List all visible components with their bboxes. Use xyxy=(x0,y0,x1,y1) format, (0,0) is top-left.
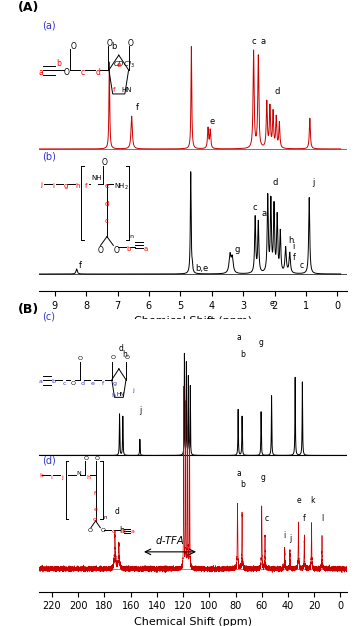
Text: c: c xyxy=(264,514,268,523)
Text: f: f xyxy=(293,254,296,262)
Text: g: g xyxy=(259,339,264,347)
Text: a: a xyxy=(236,332,241,342)
Text: a: a xyxy=(261,38,266,46)
Text: k: k xyxy=(310,496,315,505)
Text: d: d xyxy=(114,508,119,516)
Text: (a): (a) xyxy=(42,21,56,31)
Text: f: f xyxy=(303,514,306,523)
X-axis label: Chemical Shift (ppm): Chemical Shift (ppm) xyxy=(134,316,252,326)
Text: e: e xyxy=(210,117,215,126)
Text: (b): (b) xyxy=(42,151,56,162)
Text: e: e xyxy=(296,496,301,505)
Text: (B): (B) xyxy=(17,303,39,316)
Text: a: a xyxy=(262,209,267,218)
Text: (A): (A) xyxy=(17,1,39,14)
Text: d: d xyxy=(275,88,280,96)
Text: e: e xyxy=(270,299,274,307)
Text: j: j xyxy=(139,406,142,416)
Text: h: h xyxy=(122,350,127,359)
Text: b: b xyxy=(240,480,245,489)
Text: CDCl$_3$: CDCl$_3$ xyxy=(113,60,135,70)
Text: i: i xyxy=(283,531,286,540)
Text: f: f xyxy=(79,261,82,270)
Text: c: c xyxy=(251,38,256,46)
Text: a: a xyxy=(236,469,241,478)
Text: c: c xyxy=(300,261,304,270)
Text: (d): (d) xyxy=(42,456,56,465)
Text: g: g xyxy=(234,245,240,254)
Text: c: c xyxy=(253,203,257,212)
Text: b: b xyxy=(240,350,245,359)
Text: (c): (c) xyxy=(42,311,55,321)
Text: b,e: b,e xyxy=(195,264,209,273)
Text: j: j xyxy=(289,533,291,543)
Text: h: h xyxy=(119,526,124,535)
Text: $d$-TFA: $d$-TFA xyxy=(155,534,185,546)
Text: d: d xyxy=(119,344,124,353)
Text: f: f xyxy=(136,103,139,112)
Text: l: l xyxy=(321,514,324,523)
Text: h: h xyxy=(288,237,293,245)
Text: j: j xyxy=(312,178,314,187)
Text: g: g xyxy=(261,473,265,483)
Text: d: d xyxy=(272,178,278,187)
Text: b: b xyxy=(111,42,116,51)
X-axis label: Chemical Shift (ppm): Chemical Shift (ppm) xyxy=(134,617,252,626)
Text: i: i xyxy=(292,242,295,251)
